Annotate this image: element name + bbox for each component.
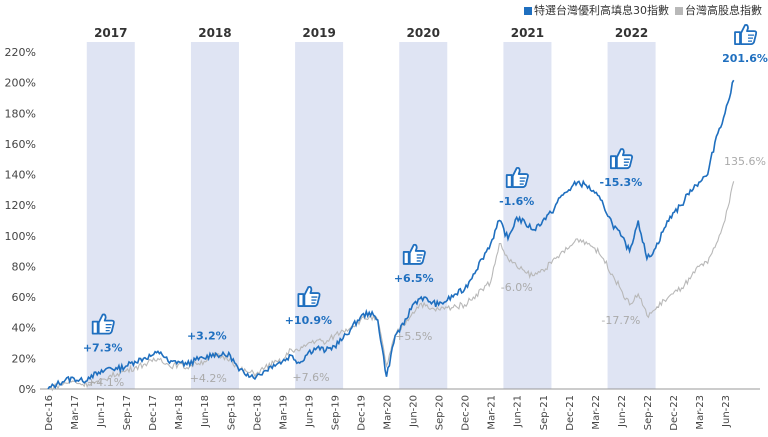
data-label: -15.3% bbox=[600, 176, 643, 189]
x-tick-label: Jun-20 bbox=[409, 395, 420, 428]
x-tick-label: Mar-18 bbox=[174, 395, 185, 430]
thumbs-up-icon bbox=[91, 313, 115, 335]
x-tick-label: Dec-17 bbox=[148, 395, 159, 431]
legend-item-series-0: 特選台灣優利高填息30指數 bbox=[524, 2, 669, 18]
y-tick-label: 20% bbox=[12, 352, 36, 365]
data-label: -1.6% bbox=[499, 195, 534, 208]
legend-swatch bbox=[675, 7, 683, 15]
series-line-0 bbox=[47, 79, 735, 390]
shaded-period bbox=[399, 42, 448, 389]
legend: 特選台灣優利高填息30指數 台灣高股息指數 bbox=[524, 2, 762, 18]
x-tick-label: Mar-20 bbox=[383, 395, 394, 430]
data-label: +3.2% bbox=[187, 329, 227, 342]
legend-swatch bbox=[524, 7, 532, 15]
data-label: +6.5% bbox=[394, 272, 434, 285]
period-label: 2022 bbox=[615, 26, 648, 40]
x-tick-label: Jun-18 bbox=[200, 395, 211, 428]
y-tick-label: 40% bbox=[12, 322, 36, 335]
period-label: 2019 bbox=[302, 26, 335, 40]
thumbs-up-icon bbox=[609, 148, 634, 170]
data-label: +7.6% bbox=[292, 371, 329, 384]
x-tick-label: Dec-21 bbox=[565, 395, 576, 431]
x-tick-label: Mar-21 bbox=[487, 395, 498, 430]
y-tick-label: 160% bbox=[5, 138, 36, 151]
data-label: -17.7% bbox=[601, 314, 640, 327]
x-tick-label: Jun-23 bbox=[721, 395, 732, 428]
x-tick-label: Jun-17 bbox=[96, 395, 107, 428]
thumbs-up-icon bbox=[297, 285, 321, 307]
period-label: 2020 bbox=[407, 26, 440, 40]
x-tick-label: Mar-19 bbox=[278, 395, 289, 430]
series-line-1 bbox=[47, 181, 735, 392]
data-label: +4.1% bbox=[87, 376, 124, 389]
data-label: +5.5% bbox=[395, 330, 432, 343]
data-label: 201.6% bbox=[722, 52, 768, 65]
data-label: +10.9% bbox=[285, 314, 332, 327]
shaded-period bbox=[190, 42, 239, 389]
x-tick-label: Sep-21 bbox=[539, 395, 550, 430]
x-tick-label: Mar-23 bbox=[695, 395, 706, 430]
y-tick-label: 180% bbox=[5, 107, 36, 120]
y-tick-label: 200% bbox=[5, 77, 36, 90]
period-label: 2021 bbox=[511, 26, 544, 40]
x-tick-label: Sep-22 bbox=[643, 395, 654, 430]
thumbs-up-icon bbox=[505, 166, 529, 188]
thumbs-up-icon bbox=[734, 24, 758, 46]
x-tick-label: Sep-17 bbox=[122, 395, 133, 430]
x-tick-label: Sep-18 bbox=[226, 395, 237, 430]
data-label: +7.3% bbox=[83, 342, 123, 355]
y-tick-label: 220% bbox=[5, 46, 36, 59]
thumbs-up-icon bbox=[402, 243, 426, 265]
x-tick-label: Jun-19 bbox=[304, 395, 315, 428]
x-tick-label: Dec-19 bbox=[356, 395, 367, 431]
shaded-period bbox=[503, 42, 552, 389]
shaded-period bbox=[295, 42, 344, 389]
x-tick-label: Dec-18 bbox=[252, 395, 263, 431]
y-tick-label: 0% bbox=[19, 383, 36, 396]
x-tick-label: Sep-19 bbox=[330, 395, 341, 430]
x-tick-label: Mar-17 bbox=[70, 395, 81, 430]
x-tick-label: Dec-16 bbox=[44, 395, 55, 431]
x-tick-label: Mar-22 bbox=[591, 395, 602, 430]
x-tick-label: Dec-22 bbox=[669, 395, 680, 431]
x-tick-label: Dec-20 bbox=[461, 395, 472, 431]
y-tick-label: 80% bbox=[12, 260, 36, 273]
legend-item-series-1: 台灣高股息指數 bbox=[675, 2, 762, 18]
period-label: 2017 bbox=[94, 26, 127, 40]
period-label: 2018 bbox=[198, 26, 231, 40]
x-tick-label: Sep-20 bbox=[435, 395, 446, 430]
y-tick-label: 140% bbox=[5, 169, 36, 182]
y-tick-label: 120% bbox=[5, 199, 36, 212]
data-label: 135.6% bbox=[724, 155, 766, 168]
shaded-period bbox=[607, 42, 656, 389]
x-tick-label: Jun-22 bbox=[617, 395, 628, 428]
x-tick-label: Jun-21 bbox=[513, 395, 524, 428]
shaded-period bbox=[86, 42, 135, 389]
data-label: -6.0% bbox=[501, 281, 533, 294]
y-tick-label: 60% bbox=[12, 291, 36, 304]
y-tick-label: 100% bbox=[5, 230, 36, 243]
data-label: +4.2% bbox=[190, 372, 227, 385]
